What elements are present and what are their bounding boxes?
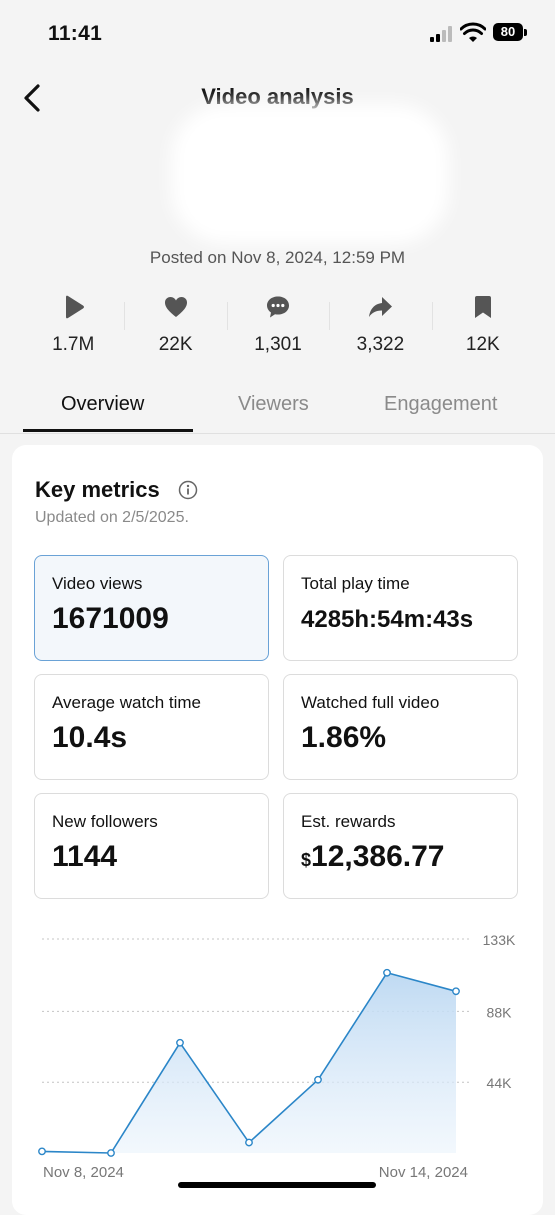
posted-date: Posted on Nov 8, 2024, 12:59 PM (149, 248, 406, 267)
stat-likes: 22K (124, 290, 226, 360)
metric-value: 1144 (52, 840, 118, 873)
tab-viewers[interactable]: Viewers (238, 393, 309, 415)
cellular-signal-icon (430, 26, 456, 42)
data-point (176, 1038, 184, 1047)
stat-value: 1,301 (254, 334, 302, 355)
stat-value: 1.7M (52, 334, 95, 355)
data-point (383, 968, 391, 977)
stat-comments: 1,301 (226, 290, 329, 360)
engagement-stats: 1.7M 22K 1,301 3,322 12K (22, 290, 534, 360)
data-point (452, 987, 460, 996)
battery-level: 80 (500, 24, 516, 39)
status-time: 11:41 (48, 22, 103, 45)
metric-label: Total play time (301, 574, 410, 593)
updated-date: Updated on 2/5/2025. (35, 509, 189, 526)
views-chart: 44K 88K 133K Nov 8, 2024 Nov 14, 2024 (38, 932, 516, 1181)
stat-value: 22K (158, 334, 193, 355)
stat-shares: 3,322 (329, 290, 431, 360)
metric-average-watch-time[interactable]: Average watch time 10.4s (34, 674, 269, 780)
metric-value: 1671009 (52, 602, 169, 635)
y-tick-label: 88K (487, 1004, 513, 1020)
x-tick-label-end: Nov 14, 2024 (379, 1164, 468, 1181)
status-bar: 11:41 80 (0, 0, 555, 70)
metric-watched-full-video[interactable]: Watched full video 1.86% (283, 674, 518, 780)
data-point (314, 1075, 322, 1084)
tab-engagement[interactable]: Engagement (384, 393, 498, 415)
stat-value: 3,322 (356, 334, 405, 355)
y-tick-label: 133K (483, 932, 516, 948)
page-title: Video analysis (201, 84, 354, 109)
active-tab-indicator (23, 429, 193, 432)
views-area (42, 972, 456, 1153)
metric-video-views[interactable]: Video views 1671009 (34, 555, 269, 661)
wifi-icon (460, 22, 486, 42)
key-metrics-title: Key metrics (35, 477, 160, 502)
y-tick-label: 44K (487, 1075, 513, 1091)
key-metrics-card: Key metrics Updated on 2/5/2025. Video v… (12, 445, 543, 1215)
rewards-amount: 12,386.77 (311, 840, 445, 873)
back-arrow-icon[interactable] (18, 80, 48, 116)
metric-new-followers[interactable]: New followers 1144 (34, 793, 269, 899)
home-indicator (178, 1182, 376, 1188)
play-icon (66, 295, 85, 319)
comment-icon (267, 296, 290, 318)
metric-label: Average watch time (52, 693, 201, 712)
data-point (38, 1147, 46, 1156)
metric-value: 4285h:54m:43s (301, 606, 474, 633)
metric-total-play-time[interactable]: Total play time 4285h:54m:43s (283, 555, 518, 661)
battery-icon: 80 (493, 23, 529, 43)
data-point (107, 1149, 115, 1157)
data-point (245, 1138, 253, 1147)
metric-label: Est. rewards (301, 812, 396, 831)
share-icon (369, 297, 393, 317)
currency-symbol: $ (301, 850, 312, 870)
metric-est-rewards[interactable]: Est. rewards $12,386.77 (283, 793, 518, 899)
info-icon[interactable] (178, 480, 198, 500)
redacted-thumbnail (185, 118, 435, 230)
tab-overview[interactable]: Overview (61, 393, 145, 415)
stat-saves: 12K (431, 290, 534, 360)
metric-label: Video views (52, 574, 143, 593)
metric-label: Watched full video (301, 693, 440, 712)
metric-value: $12,386.77 (301, 840, 444, 874)
metric-value: 1.86% (301, 721, 387, 754)
metric-label: New followers (52, 812, 158, 831)
x-tick-label-start: Nov 8, 2024 (43, 1164, 124, 1181)
heart-icon (164, 297, 187, 317)
bookmark-icon (474, 296, 491, 318)
stat-value: 12K (465, 334, 500, 355)
metric-value: 10.4s (52, 721, 128, 754)
stat-plays: 1.7M (22, 290, 124, 360)
analysis-tabs: Overview Viewers Engagement (0, 385, 555, 434)
